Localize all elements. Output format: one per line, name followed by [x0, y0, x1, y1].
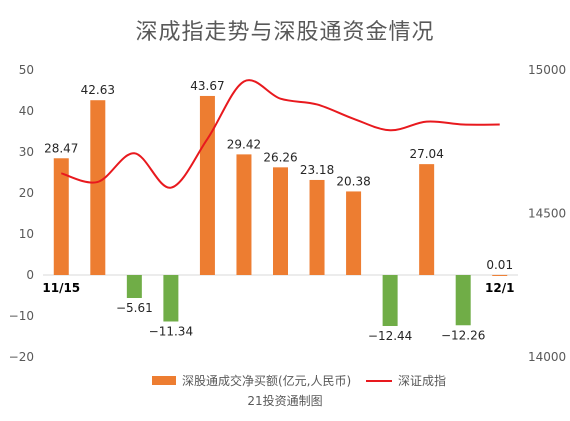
- bar-data-label: −5.61: [116, 301, 153, 315]
- bar: [492, 274, 508, 276]
- bar: [382, 275, 398, 327]
- legend-swatch-line: [366, 379, 392, 382]
- y-left-tick-label: 50: [19, 63, 34, 77]
- y-right-tick-label: 14500: [528, 207, 566, 221]
- bar-data-label: 27.04: [409, 147, 443, 161]
- bar: [199, 95, 215, 275]
- y-left-tick-label: 30: [19, 145, 34, 159]
- y-left-tick-label: 10: [19, 227, 34, 241]
- legend-swatch-bar: [152, 376, 176, 385]
- bar: [236, 154, 252, 275]
- bar: [163, 275, 179, 322]
- y-right-tick-label: 14000: [528, 350, 566, 364]
- y-left-tick-label: 0: [26, 268, 34, 282]
- bar-data-label: −12.44: [368, 329, 412, 343]
- bar-data-label: −11.34: [149, 324, 193, 338]
- y-left-tick-label: −20: [9, 350, 34, 364]
- x-category-label: 12/1: [485, 281, 514, 295]
- bar: [346, 191, 362, 275]
- bar-data-label: −12.26: [441, 328, 485, 342]
- bar-data-label: 0.01: [486, 258, 513, 272]
- y-left-tick-label: 20: [19, 186, 34, 200]
- bar: [309, 179, 325, 275]
- bar: [419, 164, 435, 275]
- bar-data-label: 42.63: [81, 83, 115, 97]
- legend-item-line: 深证成指: [366, 372, 446, 389]
- chart-source: 21投资通制图: [247, 394, 323, 408]
- bar: [53, 158, 69, 275]
- legend-item-bar: 深股通成交净买额(亿元,人民币): [152, 372, 351, 389]
- legend-label-bar: 深股通成交净买额(亿元,人民币): [182, 374, 352, 388]
- bar-data-label: 29.42: [227, 137, 261, 151]
- bar-data-label: 20.38: [336, 174, 370, 188]
- series-line-path: [60, 79, 500, 189]
- bar: [126, 275, 142, 299]
- y-right-tick-label: 15000: [528, 63, 566, 77]
- y-left-tick-label: −10: [9, 309, 34, 323]
- legend-label-line: 深证成指: [398, 374, 447, 388]
- bar: [455, 275, 471, 326]
- bar: [273, 167, 288, 275]
- bar-data-label: 26.26: [263, 150, 297, 164]
- bar: [90, 100, 106, 275]
- chart-title: 深成指走势与深股通资金情况: [135, 20, 435, 45]
- y-left-tick-label: 40: [19, 104, 34, 118]
- x-category-label: 11/15: [42, 281, 80, 295]
- bar-data-label: 28.47: [44, 141, 78, 155]
- bar-data-label: 43.67: [190, 79, 224, 93]
- bar-data-label: 23.18: [300, 163, 334, 177]
